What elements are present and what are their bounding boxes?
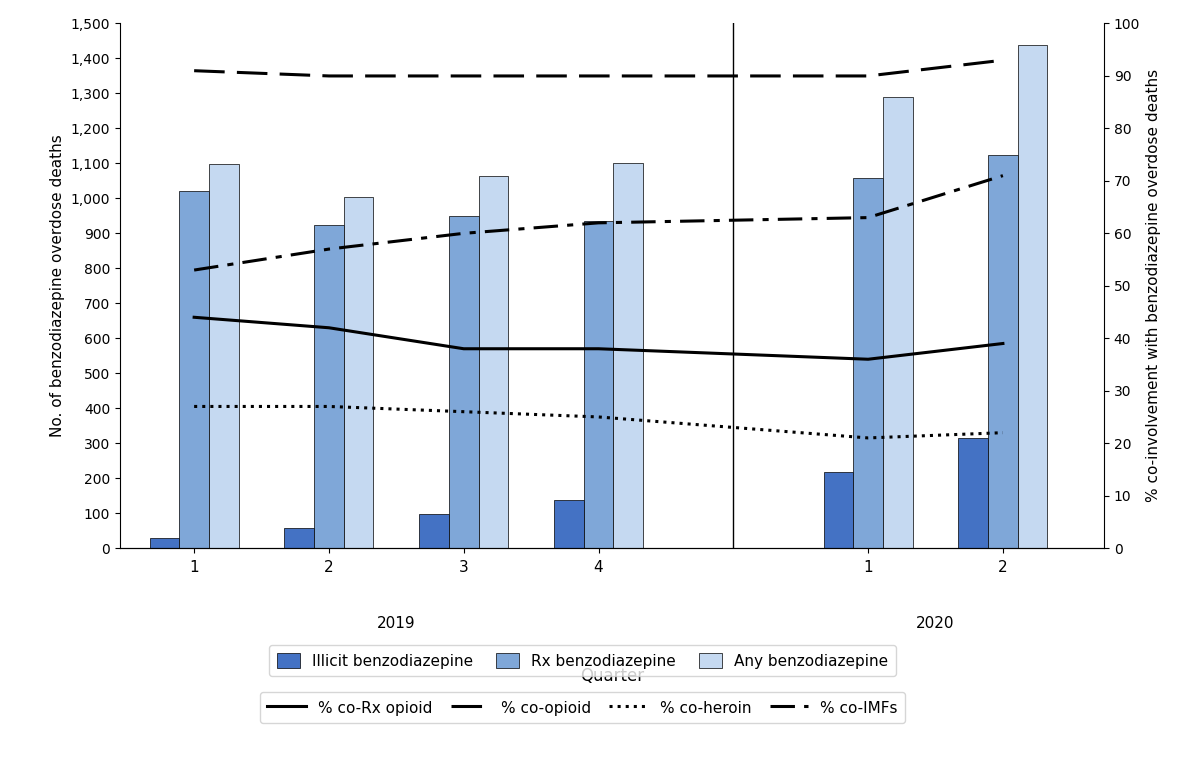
Bar: [613, 164, 643, 548]
Bar: [479, 176, 509, 548]
Legend: % co-Rx opioid, % co-opioid, % co-heroin, % co-IMFs: % co-Rx opioid, % co-opioid, % co-heroin…: [259, 692, 905, 723]
Bar: [823, 472, 853, 548]
Y-axis label: No. of benzodiazepine overdose deaths: No. of benzodiazepine overdose deaths: [50, 135, 65, 437]
Bar: [314, 225, 343, 548]
Text: Quarter: Quarter: [580, 667, 644, 685]
Bar: [343, 197, 373, 548]
Bar: [449, 216, 479, 548]
Bar: [959, 438, 988, 548]
Text: 2019: 2019: [377, 616, 415, 631]
Bar: [419, 514, 449, 548]
Bar: [284, 529, 314, 548]
Bar: [150, 538, 179, 548]
Bar: [209, 164, 239, 548]
Y-axis label: % co-involvement with benzodiazepine overdose deaths: % co-involvement with benzodiazepine ove…: [1146, 69, 1160, 503]
Bar: [853, 179, 883, 548]
Bar: [988, 155, 1018, 548]
Bar: [1018, 45, 1048, 548]
Text: 2020: 2020: [917, 616, 955, 631]
Bar: [883, 97, 912, 548]
Bar: [179, 191, 209, 548]
Bar: [554, 500, 583, 548]
Bar: [583, 221, 613, 548]
